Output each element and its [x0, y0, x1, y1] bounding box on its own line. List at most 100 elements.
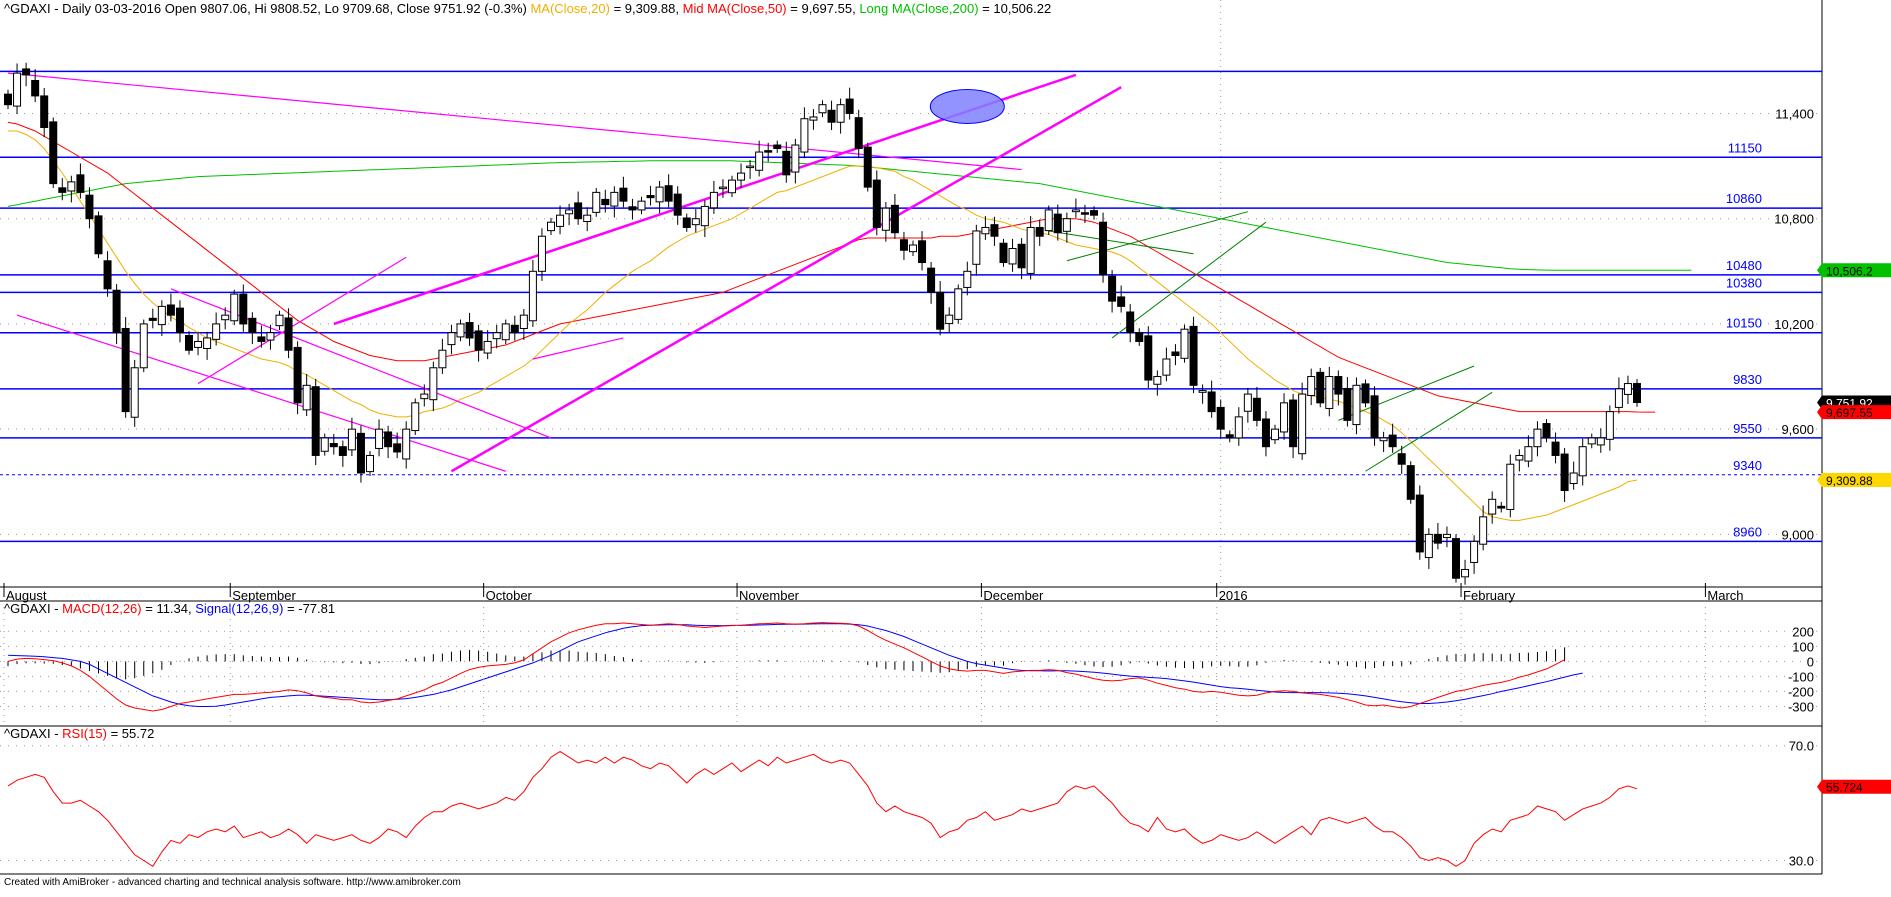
candle	[1488, 491, 1497, 524]
candle	[999, 238, 1008, 267]
candle-body	[1433, 533, 1442, 544]
candle	[1316, 367, 1325, 408]
candle-body	[76, 174, 85, 193]
macd-y-tick-label: -300	[1788, 699, 1814, 714]
candle-body	[746, 165, 755, 169]
candle	[556, 205, 565, 235]
horizontal-level-label: 10860	[1726, 191, 1762, 206]
candle	[791, 138, 800, 184]
candle-body	[1261, 418, 1270, 448]
candle-body	[166, 304, 175, 316]
candle	[936, 280, 945, 336]
candle	[1198, 384, 1207, 404]
ma200-value-tag-shape	[1817, 263, 1891, 278]
candle	[483, 330, 492, 360]
horizontal-level-label: 10480	[1726, 258, 1762, 273]
candle	[872, 170, 881, 236]
macd-value: = 11.34,	[145, 601, 191, 616]
candle-body	[1470, 540, 1479, 563]
candle	[1216, 399, 1225, 439]
candle	[1560, 447, 1569, 502]
candle	[1026, 216, 1035, 280]
candle-body	[411, 402, 420, 432]
candle-body	[275, 314, 284, 327]
candle-body	[1497, 505, 1506, 509]
candle	[881, 202, 890, 242]
candle-body	[121, 327, 130, 413]
candle-body	[356, 432, 365, 474]
candle-body	[528, 270, 537, 322]
candle-body	[574, 202, 583, 220]
candle-body	[248, 317, 257, 334]
candle	[899, 231, 908, 260]
candle-body	[1370, 395, 1379, 439]
horizontal-level-label: 9340	[1733, 458, 1762, 473]
candle	[610, 186, 619, 218]
candle-body	[22, 68, 31, 76]
rsi-label: RSI(15)	[62, 726, 107, 741]
candle	[1090, 206, 1098, 220]
candle	[1352, 377, 1361, 435]
rsi-y-tick-label: 70.0	[1789, 739, 1814, 754]
candle	[302, 373, 311, 416]
candle-body	[1542, 423, 1551, 439]
candle-body	[1044, 209, 1053, 232]
candle	[782, 141, 791, 183]
ma50-value: = 9,697.55,	[790, 1, 855, 16]
candle	[148, 308, 157, 329]
candle-body	[510, 324, 519, 334]
candle	[1234, 407, 1243, 446]
candle-body	[1108, 275, 1117, 302]
candle	[1470, 535, 1479, 574]
candle-body	[420, 393, 429, 400]
candle-body	[1415, 494, 1424, 553]
candle	[40, 88, 49, 138]
candle-body	[257, 336, 266, 342]
candle	[1397, 445, 1406, 474]
candle	[1180, 324, 1189, 363]
candle	[1551, 432, 1560, 464]
candle	[1388, 423, 1397, 453]
candle	[1424, 528, 1433, 569]
candle	[248, 312, 257, 345]
candle-body	[1252, 397, 1261, 421]
ma50-value-tag: 9,697.55	[1817, 405, 1891, 420]
candle-body	[1243, 393, 1252, 412]
rsi-y-tick-label: 30.0	[1789, 854, 1814, 869]
candle-body	[1325, 376, 1334, 409]
candle-body	[927, 267, 936, 293]
candle	[384, 425, 393, 459]
macd-y-tick-label: -100	[1788, 669, 1814, 684]
candle-body	[266, 332, 275, 341]
candle	[592, 188, 601, 217]
candle-body	[637, 200, 646, 211]
candle	[1542, 419, 1551, 443]
candle	[1225, 430, 1234, 443]
candle-body	[755, 151, 764, 171]
candle	[863, 142, 872, 192]
candle-body	[1424, 533, 1433, 559]
x-axis-label: November	[739, 588, 800, 603]
horizontal-level-label: 9550	[1733, 421, 1762, 436]
candle-body	[1352, 384, 1361, 426]
candle	[1289, 393, 1298, 459]
candle-body	[1578, 446, 1587, 477]
candle	[275, 310, 284, 331]
candle	[628, 198, 637, 220]
candle-body	[1551, 441, 1560, 456]
candle	[257, 325, 266, 348]
candle	[1207, 380, 1216, 418]
candle	[67, 175, 76, 203]
candle-body	[1379, 437, 1388, 442]
candle-body	[972, 230, 981, 265]
candle	[809, 109, 818, 130]
candle	[112, 284, 121, 345]
candle-body	[402, 428, 411, 460]
candle-body	[239, 293, 248, 325]
candle	[1243, 387, 1252, 423]
candle	[1569, 461, 1578, 490]
candle-body	[1171, 351, 1180, 356]
candle-body	[221, 314, 230, 321]
rsi-value-tag-shape	[1817, 779, 1891, 794]
